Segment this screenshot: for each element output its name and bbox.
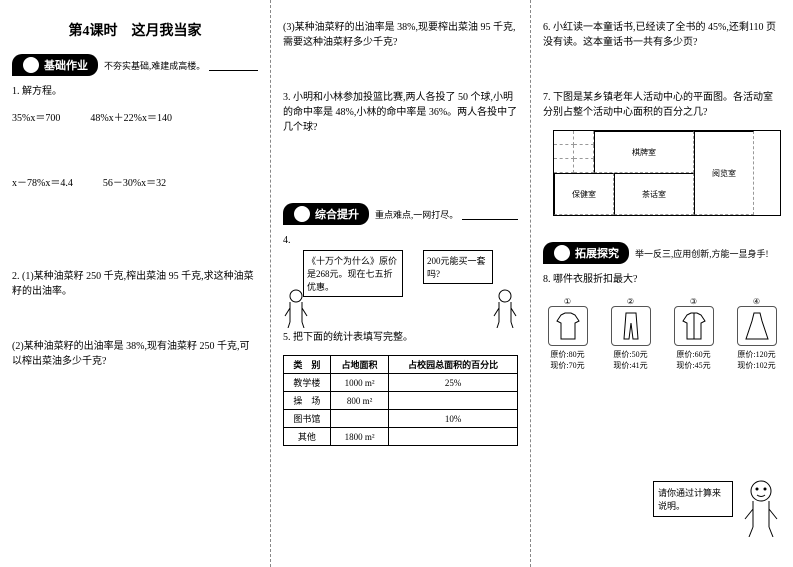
column-1: 第4课时 这月我当家 基础作业 不夯实基础,难建成高楼。 1. 解方程。 35%… — [0, 0, 270, 567]
th-0: 类 别 — [284, 356, 331, 374]
q2-2: (2)某种油菜籽的出油率是 38%,现有油菜籽 250 千克,可以榨出菜油多少千… — [12, 339, 258, 369]
clothes-num: ② — [607, 297, 655, 306]
person-right-icon — [492, 288, 518, 328]
room-health: 保健室 — [554, 173, 614, 215]
q3: 3. 小明和小林参加投篮比赛,两人各投了 50 个球,小明的命中率是 48%,小… — [283, 90, 518, 135]
section-ext-header: 拓展探究 举一反三,应用创新,方能一显身手! — [543, 242, 781, 264]
q7: 7. 下图是某乡镇老年人活动中心的平面图。各活动室分别占整个活动中心面积的百分之… — [543, 90, 781, 120]
q2-3: (3)某种油菜籽的出油率是 38%,现要榨出菜油 95 千克,需要这种油菜籽多少… — [283, 20, 518, 50]
dress-icon — [737, 306, 777, 346]
ext-badge: 拓展探究 — [543, 242, 629, 264]
callout-box: 请你通过计算来说明。 — [653, 481, 733, 517]
column-3: 6. 小红读一本童话书,已经读了全书的 45%,还剩110 页没有读。这本童话书… — [530, 0, 793, 567]
bubble-left: 《十万个为什么》原价是268元。现在七五折优惠。 — [303, 250, 403, 297]
shirt-icon — [548, 306, 588, 346]
pants-icon — [611, 306, 651, 346]
clothes-num: ③ — [670, 297, 718, 306]
eq-1c: x－78%x＝4.4 — [12, 174, 73, 189]
price-now: 现价:41元 — [607, 360, 655, 371]
table-row: 其他1800 m² — [284, 428, 518, 446]
stat-table: 类 别 占地面积 占校园总面积的百分比 教学楼1000 m²25% 操 场800… — [283, 355, 518, 446]
th-2: 占校园总面积的百分比 — [389, 356, 518, 374]
basic-badge: 基础作业 — [12, 54, 98, 76]
q5-label: 5. 把下面的统计表填写完整。 — [283, 330, 518, 345]
clothes-item: ③ 原价:60元 现价:45元 — [670, 297, 718, 371]
price-now: 现价:70元 — [544, 360, 592, 371]
clothes-item: ① 原价:80元 现价:70元 — [544, 297, 592, 371]
q1-label: 1. 解方程。 — [12, 84, 258, 99]
room-reading: 阅览室 — [694, 131, 754, 215]
room-tea: 茶话室 — [614, 173, 694, 215]
comp-sub: 重点难点,一网打尽。 — [375, 208, 458, 221]
column-2: (3)某种油菜籽的出油率是 38%,现要榨出菜油 95 千克,需要这种油菜籽多少… — [270, 0, 530, 567]
underline — [209, 59, 258, 71]
section-basic-header: 基础作业 不夯实基础,难建成高楼。 — [12, 54, 258, 76]
price-now: 现价:102元 — [733, 360, 781, 371]
bubble-right: 200元能买一套吗? — [423, 250, 493, 284]
basic-sub: 不夯实基础,难建成高楼。 — [104, 59, 205, 72]
jacket-icon — [674, 306, 714, 346]
th-1: 占地面积 — [330, 356, 389, 374]
page-title: 第4课时 这月我当家 — [12, 20, 258, 40]
floor-plan: 棋牌室 阅览室 保健室 茶话室 — [553, 130, 781, 216]
q4-scene: 《十万个为什么》原价是268元。现在七五折优惠。 200元能买一套吗? — [283, 250, 518, 330]
clothes-item: ② 原价:50元 现价:41元 — [607, 297, 655, 371]
price-orig: 原价:60元 — [670, 349, 718, 360]
q2-1: 2. (1)某种油菜籽 250 千克,榨出菜油 95 千克,求这种油菜籽的出油率… — [12, 269, 258, 299]
table-row: 操 场800 m² — [284, 392, 518, 410]
room-chess: 棋牌室 — [594, 131, 694, 173]
table-row: 图书馆10% — [284, 410, 518, 428]
price-orig: 原价:50元 — [607, 349, 655, 360]
section-comp-header: 综合提升 重点难点,一网打尽。 — [283, 203, 518, 225]
eq-1d: 56－30%x＝32 — [103, 174, 166, 189]
q8-label: 8. 哪件衣服折扣最大? — [543, 272, 781, 287]
clothes-num: ④ — [733, 297, 781, 306]
price-now: 现价:45元 — [670, 360, 718, 371]
underline-2 — [462, 208, 518, 220]
person-left-icon — [283, 288, 309, 328]
table-row: 类 别 占地面积 占校园总面积的百分比 — [284, 356, 518, 374]
table-row: 教学楼1000 m²25% — [284, 374, 518, 392]
clothes-num: ① — [544, 297, 592, 306]
q4-label: 4. — [283, 233, 518, 248]
child-icon — [739, 477, 783, 537]
q6: 6. 小红读一本童话书,已经读了全书的 45%,还剩110 页没有读。这本童话书… — [543, 20, 781, 50]
comp-badge: 综合提升 — [283, 203, 369, 225]
clothes-item: ④ 原价:120元 现价:102元 — [733, 297, 781, 371]
price-orig: 原价:80元 — [544, 349, 592, 360]
ext-sub: 举一反三,应用创新,方能一显身手! — [635, 247, 769, 260]
eq-1b: 48%x＋22%x＝140 — [90, 109, 172, 124]
clothes-row: ① 原价:80元 现价:70元 ② 原价:50元 现价:41元 ③ — [543, 297, 781, 371]
eq-1a: 35%x＝700 — [12, 109, 60, 124]
price-orig: 原价:120元 — [733, 349, 781, 360]
